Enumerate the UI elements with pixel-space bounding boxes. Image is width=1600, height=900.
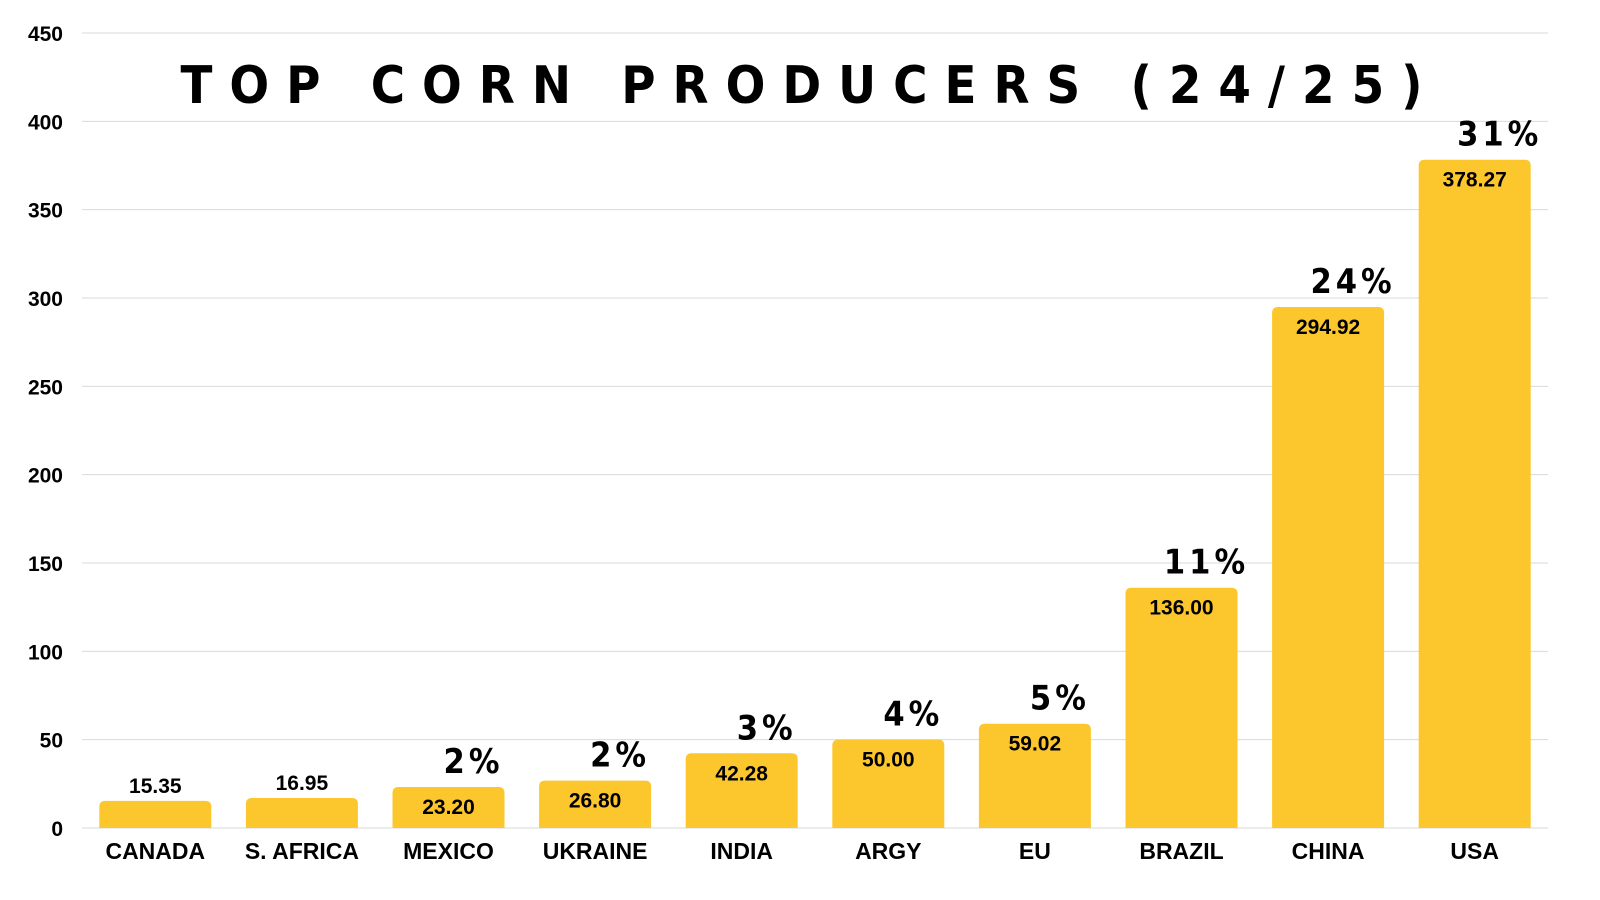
value-label: 378.27 bbox=[1443, 169, 1507, 192]
value-label: 136.00 bbox=[1149, 597, 1213, 620]
x-tick-label: CANADA bbox=[105, 838, 205, 864]
value-label: 26.80 bbox=[569, 790, 622, 813]
share-label: 31% bbox=[1457, 115, 1542, 155]
x-tick-label: S. AFRICA bbox=[245, 838, 359, 864]
bar-china bbox=[1272, 306, 1385, 828]
share-label: 2% bbox=[444, 742, 504, 782]
bar-india bbox=[685, 753, 798, 828]
bar-brazil bbox=[1125, 587, 1238, 828]
x-tick-label: MEXICO bbox=[403, 838, 494, 864]
bar-argy bbox=[832, 739, 945, 828]
bar-canada bbox=[99, 800, 212, 828]
y-tick-label: 450 bbox=[28, 23, 63, 46]
bar-ukraine bbox=[539, 780, 652, 828]
x-tick-label: CHINA bbox=[1292, 838, 1365, 864]
y-tick-label: 250 bbox=[28, 376, 63, 399]
grid-lines bbox=[82, 32, 1548, 829]
y-tick-label: 100 bbox=[28, 641, 63, 664]
x-tick-label: EU bbox=[1019, 838, 1051, 864]
chart-title: TOP CORN PRODUCERS (24/25) bbox=[180, 56, 1439, 116]
value-label: 50.00 bbox=[862, 749, 915, 772]
value-label: 16.95 bbox=[276, 772, 329, 795]
y-tick-label: 350 bbox=[28, 200, 63, 223]
x-tick-label: INDIA bbox=[710, 838, 773, 864]
value-label: 15.35 bbox=[129, 775, 182, 798]
value-label: 23.20 bbox=[422, 796, 475, 819]
bar-s-africa bbox=[245, 798, 358, 828]
bar-eu bbox=[978, 723, 1091, 828]
share-label: 11% bbox=[1164, 543, 1249, 583]
bar-usa bbox=[1418, 159, 1531, 828]
value-label: 42.28 bbox=[715, 762, 768, 785]
x-tick-label: UKRAINE bbox=[543, 838, 648, 864]
y-tick-label: 0 bbox=[51, 818, 63, 841]
x-axis: CANADA S. AFRICA MEXICO UKRAINE INDIA ARGY EU B… bbox=[105, 838, 1499, 864]
y-axis: 0 50 100 150 200 250 300 350 400 450 bbox=[28, 23, 63, 841]
share-label: 3% bbox=[737, 708, 797, 748]
y-tick-label: 50 bbox=[40, 730, 63, 753]
x-tick-label: BRAZIL bbox=[1139, 838, 1223, 864]
y-tick-label: 150 bbox=[28, 553, 63, 576]
value-label: 59.02 bbox=[1009, 733, 1062, 756]
y-tick-label: 200 bbox=[28, 465, 63, 488]
share-label: 2% bbox=[590, 736, 650, 776]
bars: 15.35 16.95 23.20 2% 26.80 2% 42.28 3% 50.00 4% 59… bbox=[99, 115, 1542, 828]
bar-mexico bbox=[392, 787, 505, 828]
share-label: 24% bbox=[1310, 262, 1395, 302]
x-tick-label: ARGY bbox=[855, 838, 921, 864]
x-tick-label: USA bbox=[1450, 838, 1499, 864]
share-label: 4% bbox=[883, 695, 943, 735]
share-label: 5% bbox=[1030, 679, 1090, 719]
value-label: 294.92 bbox=[1296, 316, 1360, 339]
y-tick-label: 300 bbox=[28, 288, 63, 311]
y-tick-label: 400 bbox=[28, 111, 63, 134]
